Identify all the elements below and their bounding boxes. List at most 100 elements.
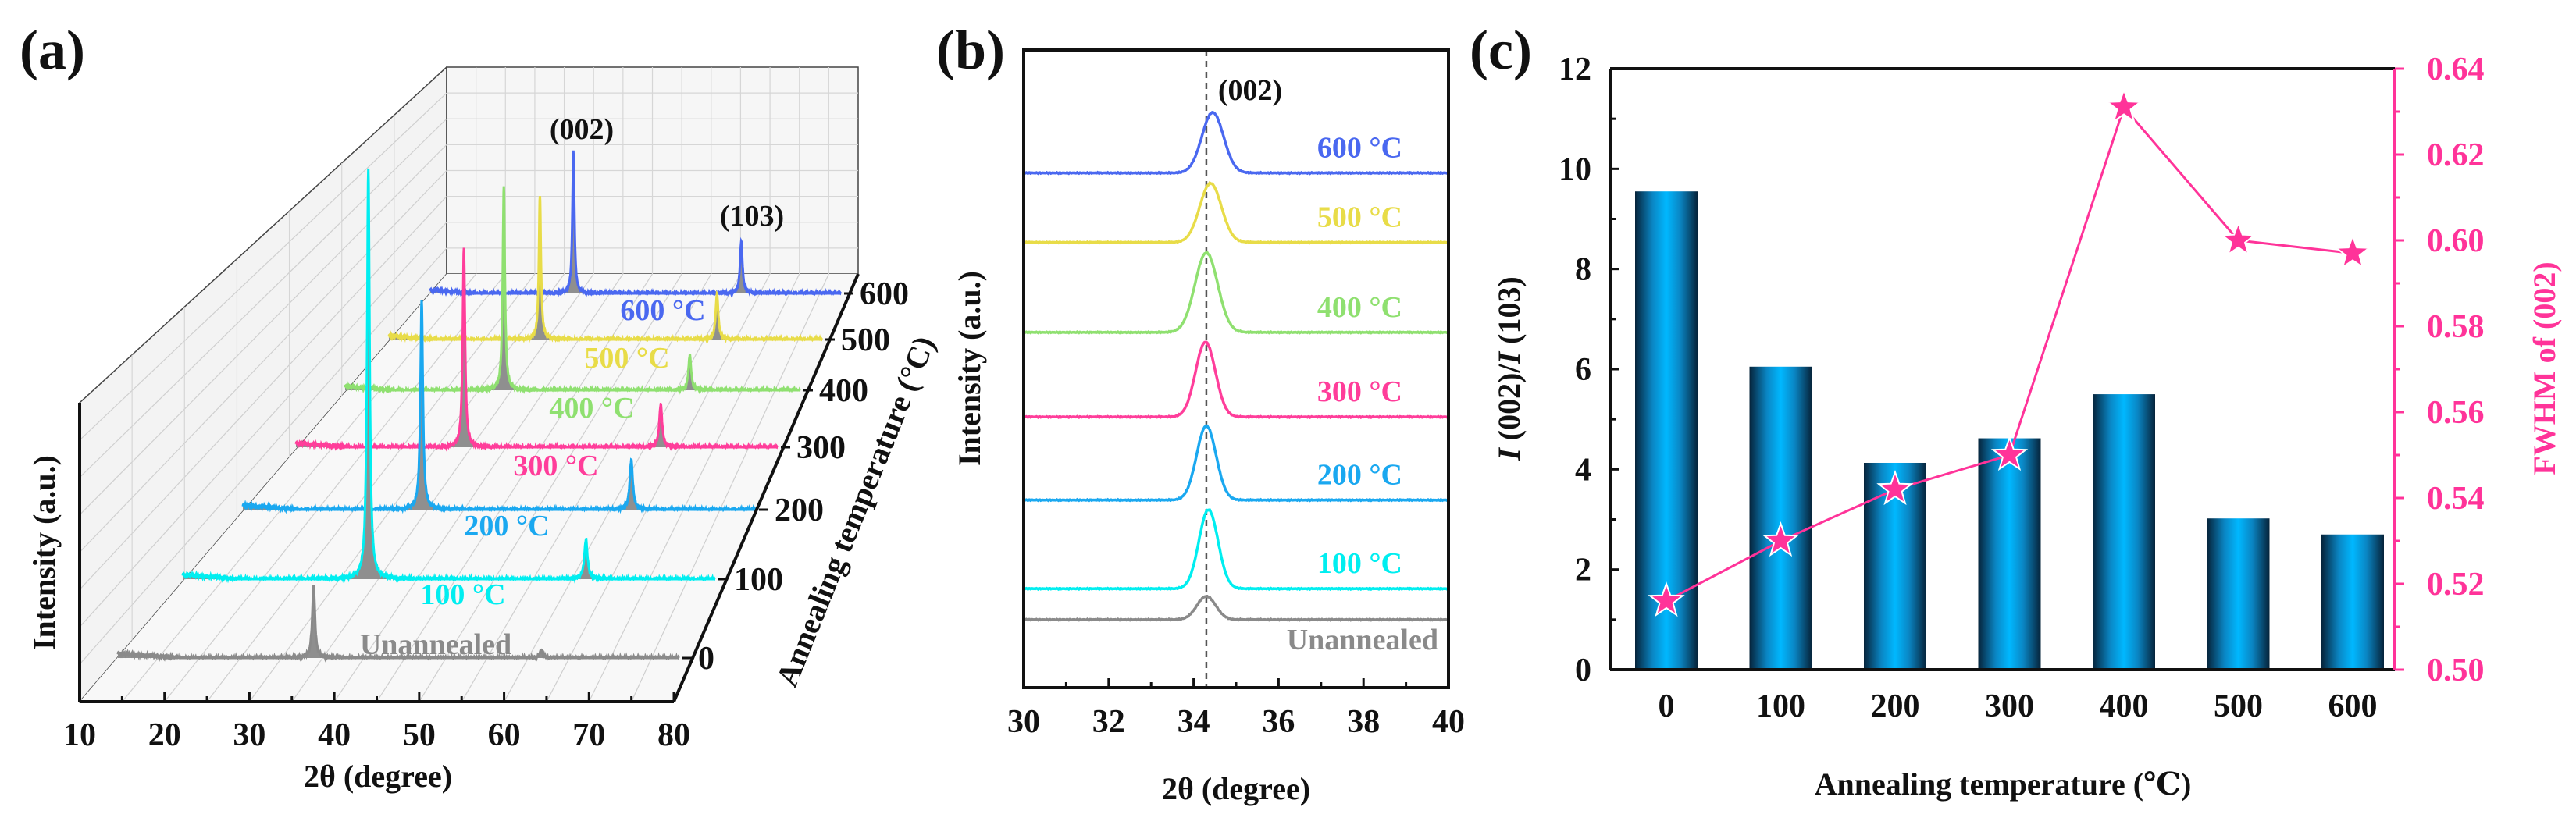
bar-600: [2321, 534, 2384, 670]
trace-label-400: 400 °C: [549, 392, 634, 425]
z-tick-label: 600: [860, 276, 909, 312]
x-tick-label: 0: [1659, 688, 1675, 724]
right-y-tick-label: 0.54: [2427, 481, 2485, 517]
floor: [80, 274, 858, 702]
right-y-tick-label: 0.60: [2427, 223, 2485, 259]
floor-gridline: [588, 273, 800, 702]
trace-line-200: [241, 300, 757, 514]
x-tick-label: 70: [572, 717, 605, 753]
floor-gridline: [291, 273, 594, 702]
fwhm-star-marker-500: [2219, 221, 2257, 257]
annotation-002: (002): [550, 113, 614, 146]
trace-line-300: [294, 247, 779, 452]
trace-600-c: [1023, 111, 1449, 176]
z-tick-label: 200: [775, 493, 824, 528]
x-tick-label: 10: [63, 717, 96, 753]
floor-gridline: [419, 273, 682, 702]
left-wall-gridline: [79, 222, 447, 628]
z-tick-label: 300: [796, 430, 846, 466]
panel-c-ratio-fwhm: (c) 0 2 4 6 8 10 12 0.50 0.52 0.54 0.56 0.58 0.60 0.6…: [1470, 19, 2562, 802]
left-y-tick-label: 8: [1575, 252, 1591, 288]
panel-c-ylabel-right: FWHM of (002): [2527, 261, 2562, 475]
ylabel-left-italic-1: I: [1491, 447, 1527, 461]
panel-b-xlabel: 2θ (degree): [1162, 771, 1310, 806]
trace-500: 500 °C: [387, 196, 823, 375]
trace-label-200: 200 °C: [464, 510, 549, 542]
panel-b-plot: 600 °C 500 °C 400 °C 300 °C 200 °C 100 °C Unan…: [1007, 48, 1465, 740]
panel-a-xlabel: 2θ (degree): [304, 759, 452, 794]
fwhm-star-marker-400: [2105, 87, 2143, 123]
left-y-tick-label: 4: [1575, 452, 1591, 488]
x-tick-label: 38: [1347, 704, 1380, 740]
right-y-tick-label: 0.56: [2427, 395, 2485, 431]
panel-c-label: (c): [1470, 19, 1532, 81]
panel-a-traces: 600 °C 500 °C 400 °C 300 °C 200 °C 100 °C Unan…: [116, 150, 842, 663]
x-tick-label: 30: [233, 717, 265, 753]
trace-label-500: 500 °C: [584, 342, 669, 375]
panel-a-walls: [79, 66, 859, 704]
z-tick-label: 100: [734, 562, 783, 598]
left-y-tick-label: 2: [1575, 553, 1591, 589]
bar-500: [2207, 518, 2270, 670]
bar-100: [1749, 366, 1812, 670]
floor-gridline: [546, 273, 771, 702]
x-tick-label: 300: [1985, 688, 2034, 724]
trace-line-500: [387, 196, 823, 344]
floor-gridline: [248, 273, 565, 702]
trace-200-c: [1023, 424, 1449, 503]
trace-500-c: [1023, 180, 1449, 245]
panel-a-axes: 600 500 400 300 200 100 0 10 20 30 40 50 60 70 80: [63, 273, 909, 753]
fwhm-star-marker-100: [1762, 521, 1800, 557]
fwhm-star-marker-200: [1876, 470, 1914, 506]
x-tick-label: 20: [148, 717, 181, 753]
x-tick-label: 32: [1092, 704, 1125, 740]
panel-c-xlabel: Annealing temperature (℃): [1815, 766, 2192, 802]
x-tick-label: 400: [2100, 688, 2149, 724]
z-axis: [672, 273, 860, 702]
x-tick-label: 34: [1178, 704, 1210, 740]
trace-label-100: 100 °C: [420, 578, 505, 611]
panel-a-ylabel: Intensity (a.u.): [27, 455, 62, 650]
ylabel-left-italic-2: I: [1491, 350, 1527, 364]
left-y-tick-label: 0: [1575, 653, 1591, 688]
trace-line-100: [181, 168, 716, 584]
right-y-tick-label: 0.58: [2427, 309, 2485, 345]
left-wall-gridline: [79, 247, 447, 665]
left-wall-gridline: [79, 118, 447, 478]
floor-gridline: [164, 273, 506, 702]
x-tick-label: 200: [1871, 688, 1920, 724]
x-tick-label: 30: [1007, 704, 1040, 740]
floor-gridline: [333, 273, 624, 702]
trace-label: 500 °C: [1317, 201, 1402, 234]
panel-a-label: (a): [20, 19, 85, 81]
bar-300: [1978, 438, 2041, 670]
bar-400: [2093, 394, 2155, 670]
trace-0: Unannealed: [116, 585, 680, 663]
trace-label-300: 300 °C: [513, 450, 598, 482]
trace-label: 600 °C: [1317, 132, 1402, 165]
x-tick-label: 60: [488, 717, 521, 753]
trace-label-600: 600 °C: [620, 294, 705, 327]
trace-100: 100 °C: [181, 168, 716, 611]
floor-gridline: [461, 273, 712, 702]
floor-gridline: [121, 273, 477, 702]
x-tick-label: 600: [2328, 688, 2378, 724]
trace-line-0: [116, 585, 680, 663]
fwhm-star-marker-0: [1648, 581, 1685, 617]
right-y-tick-label: 0.52: [2427, 567, 2485, 603]
trace-400-c: [1023, 251, 1449, 335]
left-y-tick-label: 10: [1559, 151, 1591, 187]
trace-300: 300 °C: [294, 247, 779, 482]
left-y-tick-label: 12: [1559, 52, 1591, 87]
annotation-103: (103): [720, 200, 784, 233]
panel-b-xrd-zoom: (b) 600 °C 500 °C 400 °C 300 °C 200 °C 100 °C…: [936, 19, 1465, 806]
z-tick-label: 500: [841, 322, 890, 358]
floor-gridline: [631, 273, 829, 702]
fwhm-star-marker-300: [1990, 436, 2029, 471]
left-wall-gridline: [79, 170, 447, 553]
trace-label: 100 °C: [1317, 547, 1402, 580]
floor-gridline: [504, 273, 741, 702]
right-y-tick-label: 0.50: [2427, 653, 2485, 688]
left-wall-gridline: [79, 92, 447, 441]
